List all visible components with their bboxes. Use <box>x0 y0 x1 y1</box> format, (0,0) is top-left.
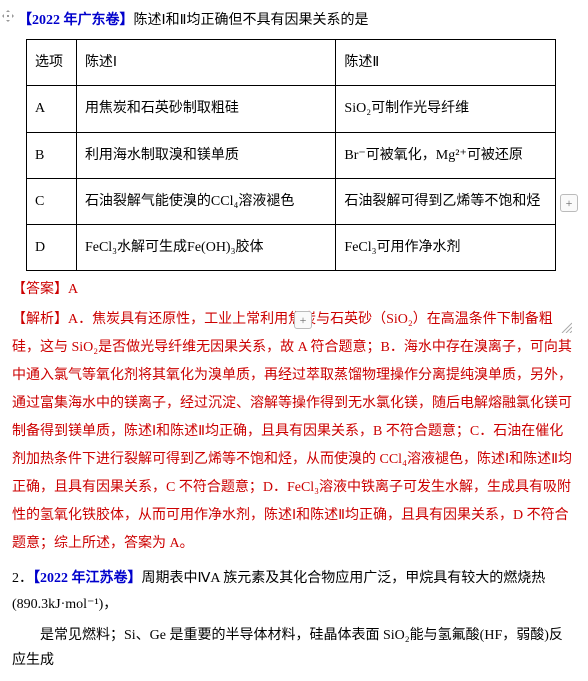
table-row: D FeCl₃水解可生成Fe(OH)₃胶体 FeCl₃可用作净水剂 <box>27 224 556 270</box>
q2-line2: 是常见燃料；Si、Ge 是重要的半导体材料，硅晶体表面 SiO₂能与氢氟酸(HF… <box>12 623 576 673</box>
cell-s2: Br⁻可被氧化，Mg²⁺可被还原 <box>336 132 556 178</box>
expand-right-icon[interactable]: + <box>560 194 578 212</box>
cell-option: C <box>27 178 77 224</box>
table-row: A 用焦炭和石英砂制取粗硅 SiO₂可制作光导纤维 <box>27 86 556 132</box>
col-statement2: 陈述Ⅱ <box>336 40 556 86</box>
analysis-block: 【解析】A．焦炭具有还原性，工业上常利用焦炭与石英砂（SiO₂）在高温条件下制备… <box>12 306 576 558</box>
cell-s2: 石油裂解可得到乙烯等不饱和烃 <box>336 178 556 224</box>
cell-s1: 用焦炭和石英砂制取粗硅 <box>76 86 335 132</box>
cell-s1: 利用海水制取溴和镁单质 <box>76 132 335 178</box>
cell-s2: SiO₂可制作光导纤维 <box>336 86 556 132</box>
col-statement1: 陈述Ⅰ <box>76 40 335 86</box>
table-row: B 利用海水制取溴和镁单质 Br⁻可被氧化，Mg²⁺可被还原 <box>27 132 556 178</box>
resize-corner-icon[interactable] <box>560 317 572 329</box>
move-handle-icon <box>2 6 14 18</box>
cell-option: D <box>27 224 77 270</box>
question-2: 2．【2022 年江苏卷】周期表中ⅣA 族元素及其化合物应用广泛，甲烷具有较大的… <box>12 566 576 673</box>
q2-number: 2． <box>12 571 33 586</box>
cell-option: A <box>27 86 77 132</box>
table-header-row: 选项 陈述Ⅰ 陈述Ⅱ <box>27 40 556 86</box>
cell-s1: FeCl₃水解可生成Fe(OH)₃胶体 <box>76 224 335 270</box>
cell-option: B <box>27 132 77 178</box>
analysis-body: A．焦炭具有还原性，工业上常利用焦炭与石英砂（SiO₂）在高温条件下制备粗硅，这… <box>12 312 572 551</box>
source-tag: 【2022 年广东卷】 <box>18 13 134 28</box>
question-title: 【2022 年广东卷】陈述Ⅰ和Ⅱ均正确但不具有因果关系的是 <box>18 8 576 33</box>
table-row: C 石油裂解气能使溴的CCl₄溶液褪色 石油裂解可得到乙烯等不饱和烃 <box>27 178 556 224</box>
title-text: 陈述Ⅰ和Ⅱ均正确但不具有因果关系的是 <box>134 13 369 28</box>
analysis-label: 【解析】 <box>12 312 68 327</box>
cell-s2: FeCl₃可用作净水剂 <box>336 224 556 270</box>
expand-bottom-icon[interactable]: + <box>294 311 312 329</box>
answer-label: 【答案】A <box>12 277 576 302</box>
options-table: 选项 陈述Ⅰ 陈述Ⅱ A 用焦炭和石英砂制取粗硅 SiO₂可制作光导纤维 B 利… <box>26 39 556 271</box>
q2-tag: 【2022 年江苏卷】 <box>33 571 142 586</box>
col-option: 选项 <box>27 40 77 86</box>
cell-s1: 石油裂解气能使溴的CCl₄溶液褪色 <box>76 178 335 224</box>
